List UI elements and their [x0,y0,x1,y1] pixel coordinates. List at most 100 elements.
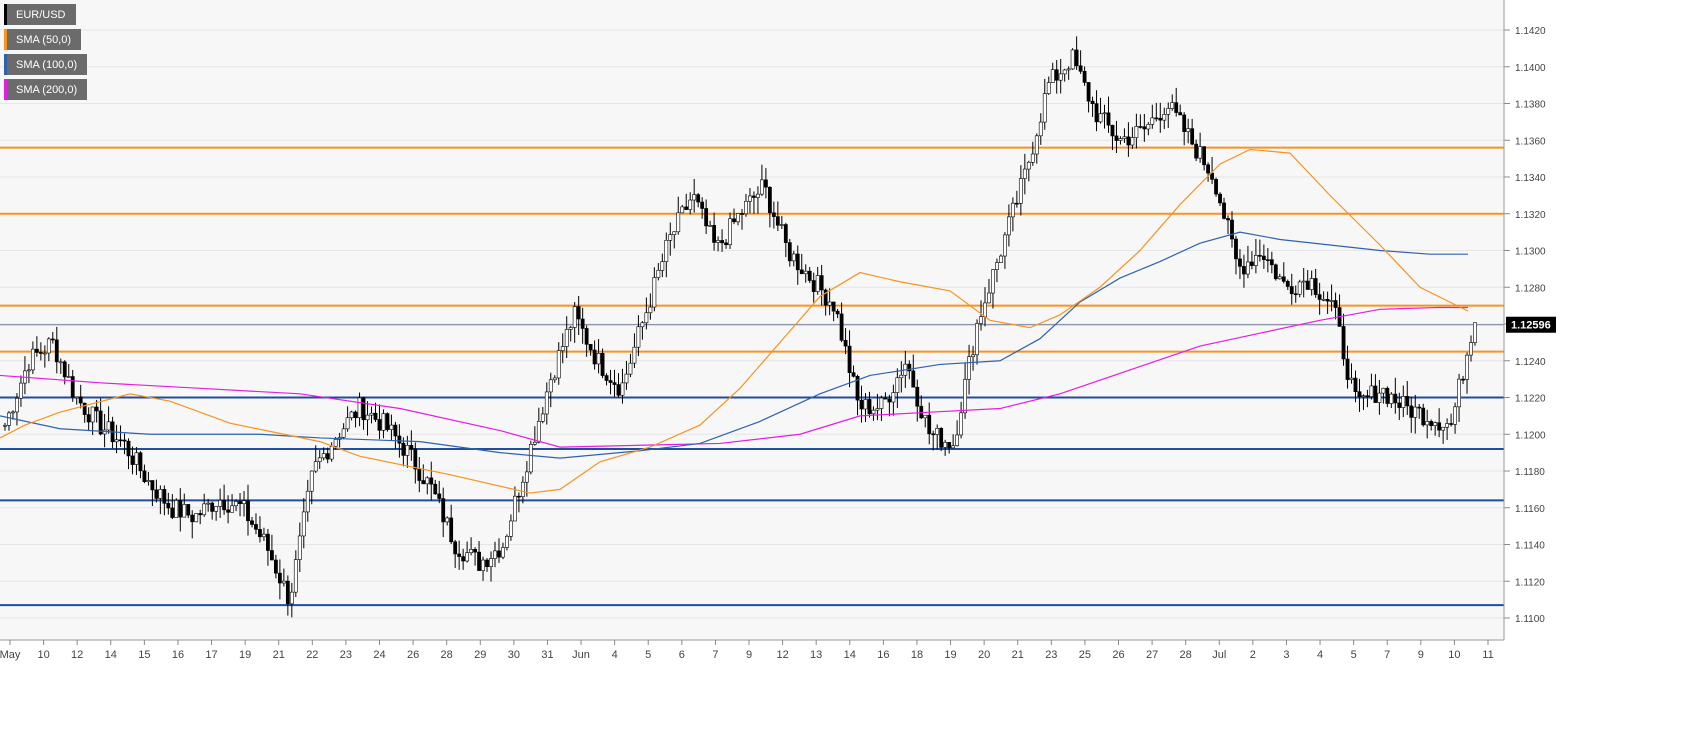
candle-bull [959,412,963,436]
candle-bear [1082,71,1087,83]
candle-bull [182,504,187,518]
candle-bull [3,424,7,427]
candle-bear [580,318,585,329]
time-tick-label: 23 [1045,649,1057,661]
candle-bull [46,338,51,354]
sma200-line [0,306,1468,448]
candle-bear [839,313,844,341]
time-tick-label: 25 [1079,649,1091,661]
candle-bear [1054,69,1059,81]
candle-bear [170,507,175,518]
time-tick-label: 7 [712,649,718,661]
candle-bull [975,323,979,356]
candle-bull [632,346,637,364]
candle-bear [592,349,597,365]
support-resistance-lines [0,146,1504,607]
candle-bear [1074,49,1079,67]
candle-bull [19,382,23,399]
candle-bear [867,399,872,415]
candle-bear [831,301,836,312]
candle-bear [887,398,892,403]
candle-bear [1138,126,1143,128]
candle-bull [242,500,246,505]
legend-item-sma200[interactable]: SMA (200,0) [4,79,88,100]
time-tick-label: 26 [407,649,419,661]
candle-bear [1194,143,1199,159]
candle-bear [385,413,390,430]
candle-bull [596,353,601,365]
candle-bear [1078,65,1083,72]
candle-bear [1250,261,1254,266]
candle-bear [62,361,67,378]
candle-bull [995,262,999,270]
candle-bull [1198,146,1203,159]
candle-bear [413,448,418,470]
candle-bear [1365,395,1370,398]
candle-bear [1230,219,1234,240]
legend-item-sma50[interactable]: SMA (50,0) [4,29,82,50]
candle-bull [568,327,573,330]
candle-bear [457,553,462,557]
candle-bull [564,329,569,347]
candle-bull [628,362,633,375]
candle-bull [349,411,354,419]
price-tick-label: 1.1100 [1515,614,1545,625]
candle-bear [1461,378,1465,381]
time-tick-label: 19 [239,649,251,661]
candle-bear [847,345,852,373]
price-axis: 1.1100 1.1120 1.1140 1.1160 1.1180 1.1200 1.12… [1503,0,1556,640]
legend: EUR/USD SMA (50,0) SMA (100,0) SMA (200,… [4,4,88,104]
candle-bear [1178,112,1183,116]
candle-bull [1162,114,1167,121]
candle-bull [955,434,960,447]
time-tick-label: 2 [1250,649,1256,661]
candle-bull [30,348,35,371]
price-tick-label: 1.1420 [1515,26,1546,37]
candle-bear [1210,172,1214,180]
candle-bull [1186,128,1191,132]
time-tick-label: Jul [1212,649,1226,661]
candle-bear [461,556,466,562]
candle-bear [441,498,446,523]
candle-bear [1190,128,1195,145]
candle-bull [1349,377,1354,380]
candle-bull [1361,395,1366,398]
candle-bear [720,240,724,244]
candle-bear [126,440,131,457]
candle-bear [807,270,812,281]
candle-bull [293,559,298,593]
candle-bull [1441,426,1446,431]
time-tick-label: 13 [810,649,822,661]
candle-bull [1246,261,1250,275]
candle-bear [931,433,936,436]
time-tick-label: 4 [612,649,618,661]
candle-bear [517,495,521,498]
candle-bear [138,452,143,472]
candle-bull [536,421,541,443]
candle-bull [971,354,975,358]
candle-bear [130,455,135,465]
candle-bear [696,194,701,203]
time-tick-label: 21 [273,649,285,661]
candle-bear [453,541,458,555]
legend-item-sma100[interactable]: SMA (100,0) [4,54,88,75]
price-grid [0,29,1504,619]
candle-bear [1142,126,1147,130]
candle-bear [1385,387,1390,404]
candle-bull [301,511,306,537]
candle-bull [1321,299,1326,301]
candle-bull [676,212,681,233]
candle-bull [214,506,219,512]
candle-bull [445,517,450,523]
candle-bull [1134,126,1139,138]
candle-bull [1465,354,1469,380]
sma50-line [0,148,1469,494]
candle-bear [373,412,378,420]
legend-item-price[interactable]: EUR/USD [4,4,76,25]
candle-bull [791,253,796,262]
candle-bull [548,379,553,393]
candle-bull [234,501,238,507]
time-tick-label: Jun [572,649,590,661]
candle-bull [1309,278,1314,290]
